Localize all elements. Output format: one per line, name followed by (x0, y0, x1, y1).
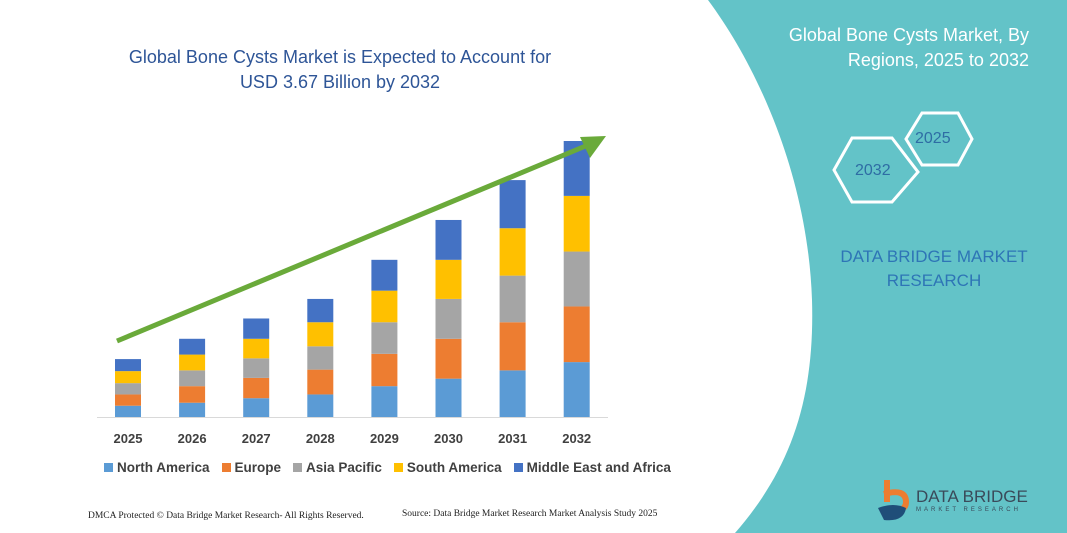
bar-segment (307, 322, 334, 347)
bar-segment (243, 377, 270, 399)
hexagon-2025 (904, 111, 974, 167)
legend: North America Europe Asia Pacific South … (104, 460, 671, 475)
legend-item: Middle East and Africa (513, 460, 671, 475)
legend-label: Europe (234, 460, 282, 475)
bar-segment (179, 370, 206, 387)
hex-label-start: 2025 (915, 130, 951, 147)
bar-segment (563, 306, 590, 363)
legend-label: North America (117, 460, 210, 475)
side-panel-title: Global Bone Cysts Market, By Regions, 20… (788, 25, 1029, 70)
logo-icon (878, 480, 910, 521)
bar-segment (371, 322, 398, 354)
bar-segment (307, 394, 334, 417)
legend-item: Europe (221, 460, 282, 475)
legend-swatch (393, 463, 403, 472)
bar-segment (499, 180, 526, 229)
x-tick-label: 2032 (562, 431, 591, 446)
bar-segment (371, 353, 398, 387)
trend-arrow-head (580, 136, 606, 158)
bar-segment (179, 402, 206, 417)
bar-segment (243, 358, 270, 378)
legend-label: Asia Pacific (306, 460, 382, 475)
bar-segment (307, 298, 334, 323)
source-note: Source: Data Bridge Market Research Mark… (402, 509, 658, 519)
x-tick-label: 2025 (114, 431, 143, 446)
bar-segment (115, 405, 141, 417)
bar-segment (115, 383, 141, 395)
bar-segment (243, 338, 270, 359)
bar-segment (563, 362, 590, 417)
legend-swatch (293, 463, 303, 472)
x-tick-label: 2026 (178, 431, 207, 446)
bar-segment (499, 322, 526, 371)
legend-swatch (221, 463, 231, 472)
bar-segment (371, 386, 398, 417)
bar-segment (435, 298, 462, 339)
x-tick-label: 2027 (242, 431, 271, 446)
legend-label: Middle East and Africa (526, 460, 671, 475)
hex-label-end: 2032 (855, 162, 891, 179)
logo-subtext: MARKET RESEARCH (916, 506, 1021, 513)
bar-segment (563, 195, 590, 252)
bar-segment (243, 318, 270, 339)
teal-panel (708, 0, 1067, 533)
logo-text: DATA BRIDGE (916, 486, 1028, 506)
x-tick-label: 2031 (498, 431, 527, 446)
legend-label: South America (406, 460, 502, 475)
trend-arrow-shaft (116, 142, 589, 344)
legend-swatch (513, 463, 523, 472)
legend-swatch (104, 463, 113, 472)
hexagon-2032 (832, 136, 920, 204)
x-tick-label: 2030 (434, 431, 463, 446)
bar-segment (179, 386, 206, 403)
logo: DATA BRIDGE MARKET RESEARCH (876, 478, 1028, 522)
bar-segment (499, 370, 526, 417)
bar-segment (435, 219, 462, 260)
bar-segment (435, 338, 462, 379)
bar-segment (179, 338, 206, 355)
bar-segment (371, 290, 398, 323)
chart-title: Global Bone Cysts Market is Expected to … (128, 47, 552, 92)
x-tick-label: 2028 (306, 431, 335, 446)
bar-segment (243, 398, 270, 417)
legend-item: North America (104, 460, 210, 475)
bar-segment (307, 346, 334, 370)
bar-segment (115, 394, 141, 406)
bar-segment (435, 378, 462, 417)
bar-segment (435, 259, 462, 299)
bar-segment (307, 369, 334, 395)
bar-segment (179, 354, 206, 371)
bar-segment (371, 259, 398, 291)
bar-segment (499, 275, 526, 323)
legend-item: South America (393, 460, 502, 475)
legend-item: Asia Pacific (293, 460, 382, 475)
x-tick-label: 2029 (370, 431, 399, 446)
bar-segment (563, 251, 590, 307)
bar-segment (115, 359, 141, 372)
dmca-notice: DMCA Protected © Data Bridge Market Rese… (88, 511, 364, 521)
bar-segment (499, 228, 526, 276)
bar-segment (115, 371, 141, 384)
brand-text: DATA BRIDGE MARKET RESEARCH (840, 247, 1028, 290)
